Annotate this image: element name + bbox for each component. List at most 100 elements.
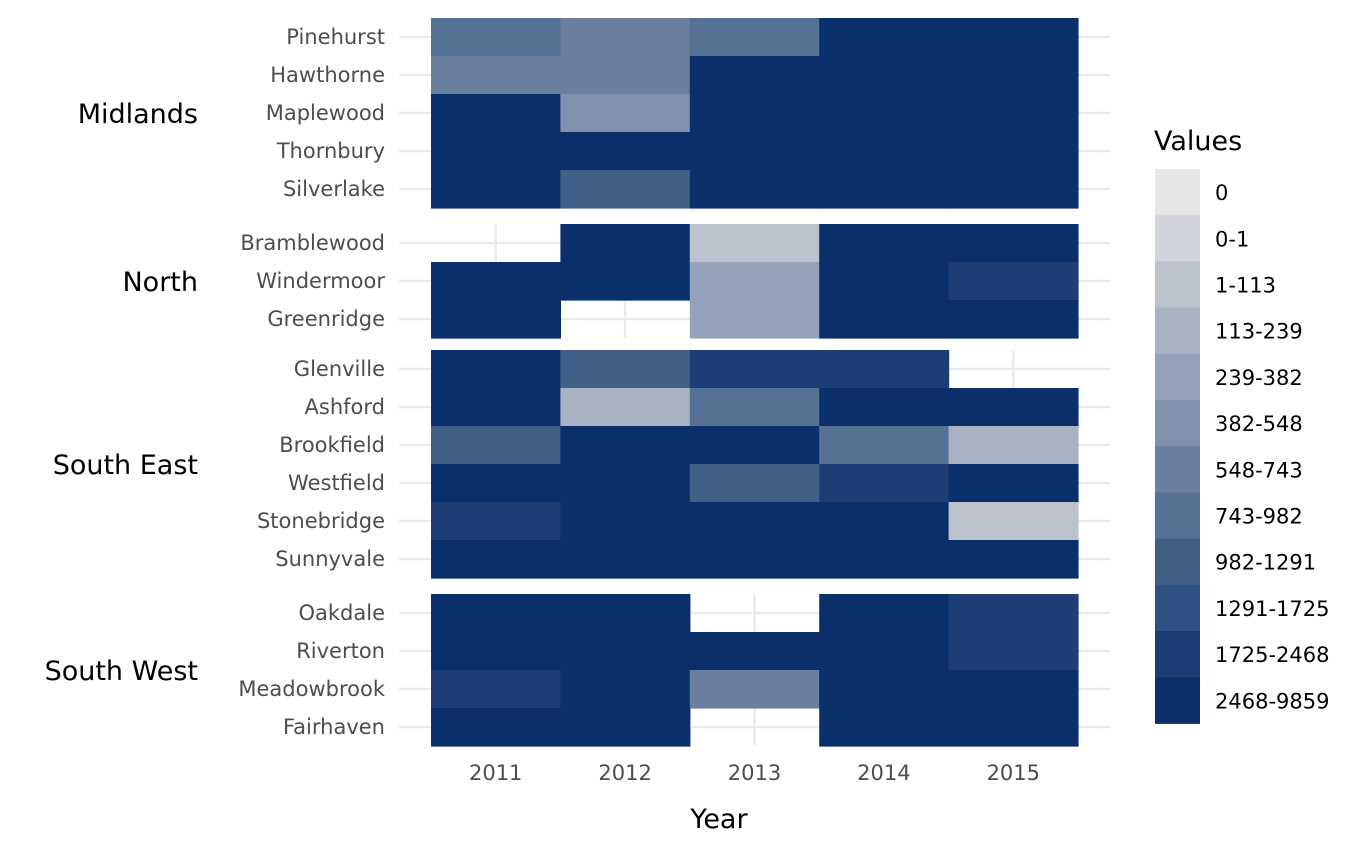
heatmap-cell xyxy=(948,18,1079,57)
heatmap-cell xyxy=(689,502,820,541)
heatmap-cell xyxy=(689,350,820,389)
panel-south-west: Oakdale Riverton Meadowbrook Fairhaven South… xyxy=(45,594,1110,747)
heatmap-cell xyxy=(819,594,950,633)
heatmap-cell xyxy=(431,540,561,579)
heatmap-cell xyxy=(560,426,691,465)
x-tick-label: 2012 xyxy=(598,761,651,785)
heatmap-cell xyxy=(948,632,1079,671)
x-tick-label: 2013 xyxy=(728,761,781,785)
heatmap-cell xyxy=(560,708,691,747)
legend-key xyxy=(1155,353,1200,401)
x-axis-ticks: 2011 2012 2013 2014 2015 xyxy=(469,761,1040,785)
heatmap-cell xyxy=(819,132,950,171)
y-tick-label: Stonebridge xyxy=(257,509,385,533)
legend-key xyxy=(1155,446,1200,493)
legend-title: Values xyxy=(1154,126,1242,157)
legend-key xyxy=(1155,538,1200,586)
heatmap-cell xyxy=(819,300,950,339)
heatmap-cell xyxy=(819,464,950,503)
heatmap-cell xyxy=(431,350,561,389)
x-axis-title: Year xyxy=(689,804,748,835)
group-label: Midlands xyxy=(78,99,198,130)
heatmap-cell xyxy=(431,594,561,633)
group-label: South East xyxy=(53,450,198,481)
legend-label: 548-743 xyxy=(1215,458,1303,482)
heatmap-cell xyxy=(948,464,1079,503)
legend-items: 0 0-1 1-113 113-239 239-382 382-548 548-743 743… xyxy=(1155,169,1329,724)
heatmap-cell xyxy=(431,708,561,747)
heatmap-cell xyxy=(819,670,950,709)
heatmap-cell xyxy=(819,94,950,133)
group-label: South West xyxy=(45,656,198,687)
y-tick-label: Brookfield xyxy=(279,433,385,457)
heatmap-cell xyxy=(819,18,950,57)
y-tick-label: Oakdale xyxy=(298,601,385,625)
heatmap-cell xyxy=(948,670,1079,709)
heatmap-cell xyxy=(689,388,820,427)
heatmap-cell xyxy=(689,632,820,671)
heatmap-cell xyxy=(948,594,1079,633)
heatmap-cell xyxy=(948,502,1079,541)
x-tick-label: 2014 xyxy=(857,761,910,785)
heatmap-cell xyxy=(431,632,561,671)
heatmap-cell xyxy=(689,262,820,301)
heatmap-cell xyxy=(948,132,1079,171)
legend-label: 982-1291 xyxy=(1215,551,1316,575)
heatmap-cell xyxy=(689,56,820,95)
legend: Values 0 0-1 1-113 113-239 239-382 382-548 548… xyxy=(1154,126,1329,724)
heatmap-cell xyxy=(560,350,691,389)
heatmap-cell xyxy=(431,56,561,95)
legend-key xyxy=(1155,400,1200,447)
legend-key xyxy=(1155,307,1200,355)
legend-key xyxy=(1155,492,1200,540)
heatmap-cell xyxy=(819,502,950,541)
heatmap-cell xyxy=(689,94,820,133)
panel-tiles xyxy=(431,224,1079,339)
heatmap-cell xyxy=(560,502,691,541)
legend-label: 1725-2468 xyxy=(1215,643,1329,667)
legend-label: 2468-9859 xyxy=(1215,689,1329,713)
heatmap-cell xyxy=(948,388,1079,427)
y-tick-label: Fairhaven xyxy=(283,715,385,739)
heatmap-cell xyxy=(948,540,1079,579)
heatmap-cell xyxy=(560,170,691,209)
group-label: North xyxy=(122,267,198,298)
heatmap-cell xyxy=(948,300,1079,339)
heatmap-cell xyxy=(819,350,950,389)
y-tick-label: Bramblewood xyxy=(240,231,385,255)
heatmap-cell xyxy=(431,132,561,171)
heatmap-cell xyxy=(431,426,561,465)
legend-label: 1-113 xyxy=(1215,274,1276,298)
heatmap-cell xyxy=(431,300,561,339)
heatmap-cell xyxy=(431,502,561,541)
legend-label: 113-239 xyxy=(1215,320,1303,344)
heatmap-cell xyxy=(689,132,820,171)
heatmap-cell xyxy=(560,94,691,133)
heatmap-cell xyxy=(689,540,820,579)
y-tick-label: Silverlake xyxy=(283,177,385,201)
heatmap-cell xyxy=(948,708,1079,747)
heatmap-cell xyxy=(948,56,1079,95)
heatmap-cell xyxy=(560,540,691,579)
legend-key xyxy=(1155,677,1200,724)
y-tick-label: Hawthorne xyxy=(270,63,385,87)
heatmap-cell xyxy=(819,262,950,301)
y-tick-label: Ashford xyxy=(305,395,385,419)
heatmap-cell xyxy=(689,464,820,503)
heatmap-cell xyxy=(948,94,1079,133)
y-tick-label: Riverton xyxy=(296,639,385,663)
legend-key xyxy=(1155,584,1200,632)
heatmap-cell xyxy=(819,170,950,209)
heatmap-cell xyxy=(431,670,561,709)
y-tick-label: Glenville xyxy=(294,357,385,381)
legend-label: 743-982 xyxy=(1215,505,1303,529)
heatmap-cell xyxy=(689,670,820,709)
heatmap-cell xyxy=(819,632,950,671)
heatmap-cell xyxy=(560,464,691,503)
heatmap-cell xyxy=(819,388,950,427)
legend-label: 1291-1725 xyxy=(1215,597,1329,621)
legend-label: 0 xyxy=(1215,181,1228,205)
heatmap-cell xyxy=(431,262,561,301)
heatmap-cell xyxy=(560,388,691,427)
